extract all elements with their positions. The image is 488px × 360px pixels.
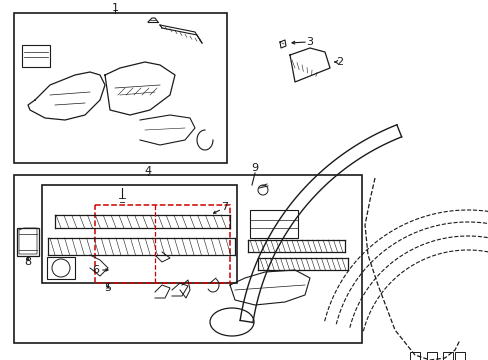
Text: 1: 1 <box>111 3 118 13</box>
Bar <box>454 352 464 360</box>
Bar <box>47 257 75 279</box>
Text: 9: 9 <box>251 163 258 173</box>
Ellipse shape <box>209 308 253 336</box>
Bar <box>14 175 361 343</box>
Bar <box>17 228 39 256</box>
Text: 7: 7 <box>221 202 228 212</box>
Bar <box>22 45 50 67</box>
Text: 3: 3 <box>306 37 313 47</box>
Text: 2: 2 <box>336 57 343 67</box>
Bar <box>14 13 226 163</box>
Text: 8: 8 <box>24 257 32 267</box>
Bar <box>249 210 297 238</box>
Bar <box>42 185 237 283</box>
Bar <box>95 205 229 283</box>
Bar <box>426 352 436 360</box>
Text: 4: 4 <box>144 166 151 176</box>
Bar <box>442 352 452 360</box>
Text: 6: 6 <box>92 265 99 275</box>
Text: 5: 5 <box>104 283 111 293</box>
Bar <box>409 352 419 360</box>
